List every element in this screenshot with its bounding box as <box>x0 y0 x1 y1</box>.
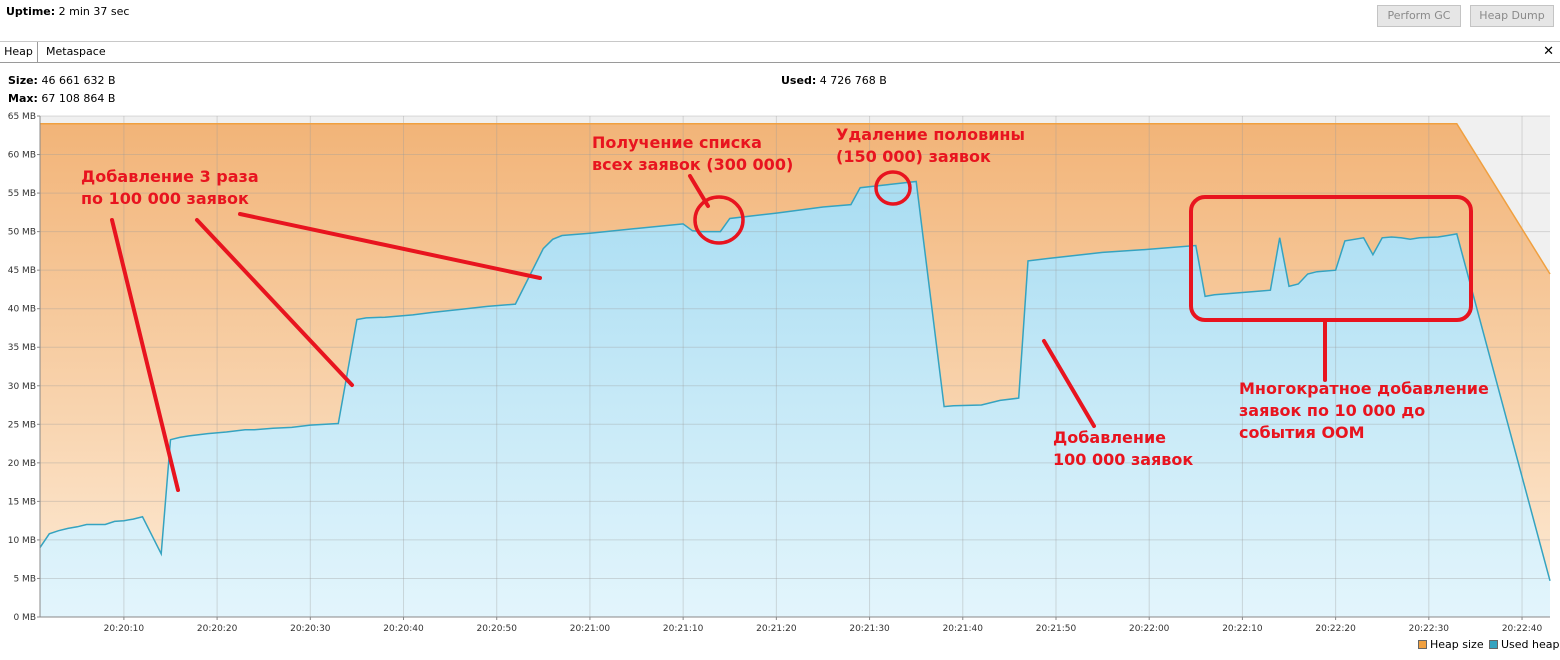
x-tick-label: 20:20:50 <box>477 624 518 634</box>
annotation-arrow <box>1042 339 1096 428</box>
annotation-text: события OOM <box>1239 423 1365 442</box>
y-tick-label: 10 MB <box>8 536 36 546</box>
y-tick-label: 45 MB <box>8 266 36 276</box>
heap-size-readout: Size: 46 661 632 B <box>8 74 116 87</box>
y-tick-label: 5 MB <box>13 574 36 584</box>
annotation-box <box>1189 195 1473 322</box>
y-tick-label: 55 MB <box>8 189 36 199</box>
x-tick-label: 20:22:40 <box>1502 624 1543 634</box>
annotation-circle <box>693 195 745 245</box>
used-heap-swatch <box>1489 640 1498 649</box>
used-label: Used: <box>781 74 817 87</box>
annotations: Добавление 3 раза по 100 000 заявок Получе… <box>81 125 1489 492</box>
annotation-circle <box>874 170 912 206</box>
heap-size-swatch <box>1418 640 1427 649</box>
perform-gc-button[interactable]: Perform GC <box>1377 5 1461 27</box>
x-tick-label: 20:20:20 <box>197 624 238 634</box>
x-tick-label: 20:20:40 <box>383 624 424 634</box>
grid-lines <box>40 115 1550 617</box>
annotation-arrow <box>238 212 542 280</box>
y-tick-label: 15 MB <box>8 497 36 507</box>
tab-bar: Heap Metaspace ✕ <box>0 41 1560 63</box>
y-tick-label: 60 MB <box>8 151 36 161</box>
size-label: Size: <box>8 74 38 87</box>
used-heap-area <box>40 181 1550 617</box>
heap-used-readout: Used: 4 726 768 B <box>781 74 887 87</box>
annotation-text: Получение списка <box>592 133 762 152</box>
heap-max-readout: Max: 67 108 864 B <box>8 92 115 105</box>
close-icon[interactable]: ✕ <box>1543 44 1554 59</box>
monitor-toolbar: Uptime: 2 min 37 sec Perform GC Heap Dum… <box>0 0 1560 40</box>
max-label: Max: <box>8 92 38 105</box>
legend-used-heap: Used heap <box>1489 638 1560 651</box>
x-tick-label: 20:21:40 <box>943 624 984 634</box>
annotation-text: по 100 000 заявок <box>81 189 249 208</box>
uptime-readout: Uptime: 2 min 37 sec <box>6 5 129 18</box>
annotation-text: 100 000 заявок <box>1053 450 1193 469</box>
used-value: 4 726 768 B <box>819 74 887 87</box>
annotation-arrow <box>110 218 180 492</box>
legend-used-heap-label: Used heap <box>1501 638 1560 651</box>
x-tick-label: 20:22:30 <box>1409 624 1450 634</box>
y-tick-label: 30 MB <box>8 382 36 392</box>
uptime-value: 2 min 37 sec <box>58 5 130 18</box>
tab-heap[interactable]: Heap <box>0 42 38 62</box>
x-tick-label: 20:22:10 <box>1222 624 1263 634</box>
y-tick-label: 65 MB <box>8 112 36 122</box>
x-tick-label: 20:21:20 <box>756 624 797 634</box>
y-tick-label: 35 MB <box>8 343 36 353</box>
size-value: 46 661 632 B <box>41 74 116 87</box>
tab-metaspace[interactable]: Metaspace <box>46 45 106 58</box>
x-tick-label: 20:22:20 <box>1315 624 1356 634</box>
y-axis-labels: 0 MB 5 MB 10 MB 15 MB 20 MB 25 MB 30 MB 35 MB 40… <box>8 112 40 623</box>
y-tick-label: 20 MB <box>8 459 36 469</box>
annotation-text: Добавление <box>1053 428 1166 447</box>
uptime-label: Uptime: <box>6 5 56 18</box>
x-tick-label: 20:22:00 <box>1129 624 1170 634</box>
x-axis-labels: 20:20:10 20:20:20 20:20:30 20:20:40 20:20:50… <box>104 617 1543 634</box>
legend-heap-size-label: Heap size <box>1430 638 1484 651</box>
used-heap-line <box>39 180 1551 581</box>
heap-dump-button[interactable]: Heap Dump <box>1470 5 1554 27</box>
annotation-text: заявок по 10 000 до <box>1239 401 1425 420</box>
y-tick-label: 0 MB <box>13 613 36 623</box>
annotation-text: (150 000) заявок <box>836 147 991 166</box>
x-tick-label: 20:20:10 <box>104 624 145 634</box>
legend-heap-size: Heap size <box>1418 638 1484 651</box>
heap-size-line <box>40 122 1551 275</box>
y-tick-label: 25 MB <box>8 420 36 430</box>
annotation-text: Удаление половины <box>836 125 1025 144</box>
x-tick-label: 20:20:30 <box>290 624 331 634</box>
x-tick-label: 20:21:30 <box>849 624 890 634</box>
annotation-text: Многократное добавление <box>1239 379 1489 398</box>
y-tick-label: 40 MB <box>8 305 36 315</box>
x-tick-label: 20:21:50 <box>1036 624 1077 634</box>
heap-chart: 0 MB 5 MB 10 MB 15 MB 20 MB 25 MB 30 MB 35 MB 40… <box>8 112 1551 634</box>
y-tick-label: 50 MB <box>8 228 36 238</box>
x-tick-label: 20:21:00 <box>570 624 611 634</box>
max-value: 67 108 864 B <box>41 92 116 105</box>
annotation-arrow <box>195 218 354 387</box>
x-tick-label: 20:21:10 <box>663 624 704 634</box>
annotation-text: всех заявок (300 000) <box>592 155 793 174</box>
annotation-text: Добавление 3 раза <box>81 167 259 186</box>
